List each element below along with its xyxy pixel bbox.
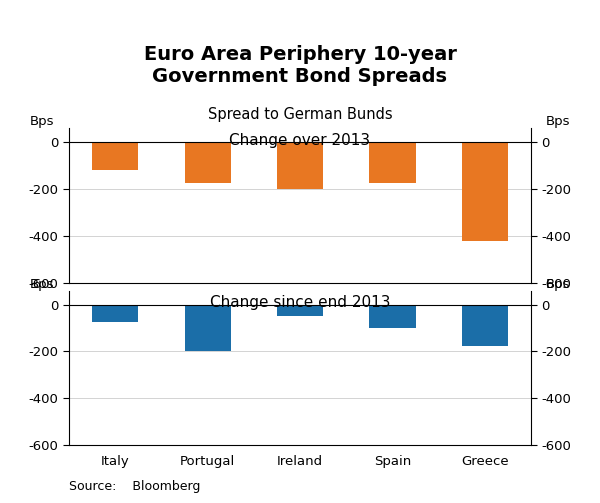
Text: Spread to German Bunds: Spread to German Bunds	[208, 107, 392, 122]
Bar	[462, 305, 508, 346]
Bar	[92, 305, 139, 322]
Bar	[370, 305, 415, 328]
Bar	[277, 305, 323, 316]
Text: Bps: Bps	[30, 278, 54, 291]
Text: Bps: Bps	[30, 115, 54, 128]
Text: Change since end 2013: Change since end 2013	[210, 295, 390, 310]
Bar	[277, 142, 323, 189]
Bar	[92, 142, 139, 171]
Bar	[185, 142, 230, 183]
Bar	[462, 142, 508, 241]
Text: Bps: Bps	[546, 278, 570, 291]
Text: Source:    Bloomberg: Source: Bloomberg	[69, 480, 200, 493]
Text: Change over 2013: Change over 2013	[229, 133, 371, 148]
Bar	[185, 305, 230, 352]
Text: Euro Area Periphery 10-year
Government Bond Spreads: Euro Area Periphery 10-year Government B…	[143, 44, 457, 86]
Bar	[370, 142, 415, 183]
Text: Bps: Bps	[546, 115, 570, 128]
